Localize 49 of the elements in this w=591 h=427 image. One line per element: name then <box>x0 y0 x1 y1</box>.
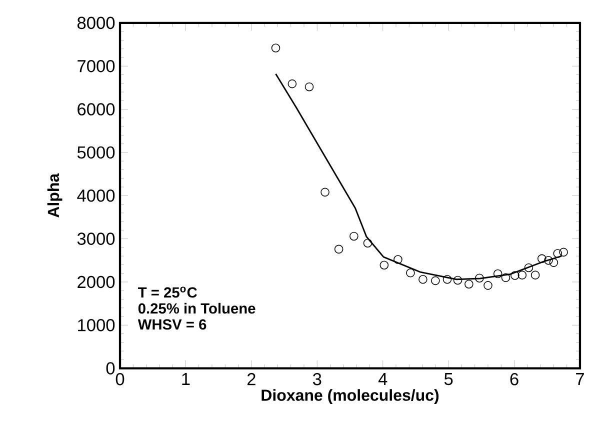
y-tick-label: 2000 <box>78 276 115 288</box>
point <box>442 274 452 284</box>
point <box>453 276 462 285</box>
point <box>493 269 502 278</box>
point <box>363 238 372 248</box>
point <box>544 256 553 265</box>
point <box>524 263 534 272</box>
y-tick-label: 8000 <box>77 16 115 30</box>
x-axis-title: Dioxane (molecules/uc) <box>262 389 439 404</box>
point <box>537 254 546 264</box>
x-tick-label: 6 <box>510 373 518 386</box>
x-tick-label: 4 <box>378 373 388 385</box>
x-tick-label: 5 <box>444 373 453 386</box>
point <box>380 260 389 270</box>
x-tick-label: 2 <box>247 373 256 386</box>
annotation: WHSV = 6 <box>138 319 206 330</box>
y-tick-label: 3000 <box>77 232 115 245</box>
y-tick-label: 7000 <box>78 60 115 72</box>
point <box>501 273 510 282</box>
point <box>406 268 415 278</box>
point <box>394 255 402 264</box>
y-axis-title: Alpha <box>47 173 62 218</box>
point <box>549 258 558 267</box>
point <box>350 232 358 241</box>
point <box>484 281 492 290</box>
point <box>559 248 568 257</box>
point <box>431 276 440 286</box>
point <box>464 280 474 289</box>
point <box>418 274 428 284</box>
y-tick-label: 5000 <box>77 146 115 159</box>
y-tick-label: 6000 <box>78 103 115 116</box>
point <box>530 270 540 280</box>
annotation: T = 25$^{o}$C <box>138 286 197 298</box>
y-tick-label: 4000 <box>77 189 115 202</box>
annotation: 0.25% in Toluene <box>138 302 256 314</box>
point <box>288 79 297 88</box>
x-tick-label: 7 <box>576 373 584 385</box>
x-tick-label: 3 <box>312 373 322 386</box>
point <box>320 188 330 197</box>
y-tick-label: 0 <box>106 362 115 374</box>
point <box>334 244 344 254</box>
x-tick-label: 1 <box>182 373 190 385</box>
x-tick-label: 0 <box>116 373 124 386</box>
point <box>304 82 314 92</box>
y-tick-label: 1000 <box>78 319 115 332</box>
point <box>475 274 484 282</box>
point <box>510 271 520 280</box>
point <box>271 44 280 52</box>
point <box>518 270 527 280</box>
